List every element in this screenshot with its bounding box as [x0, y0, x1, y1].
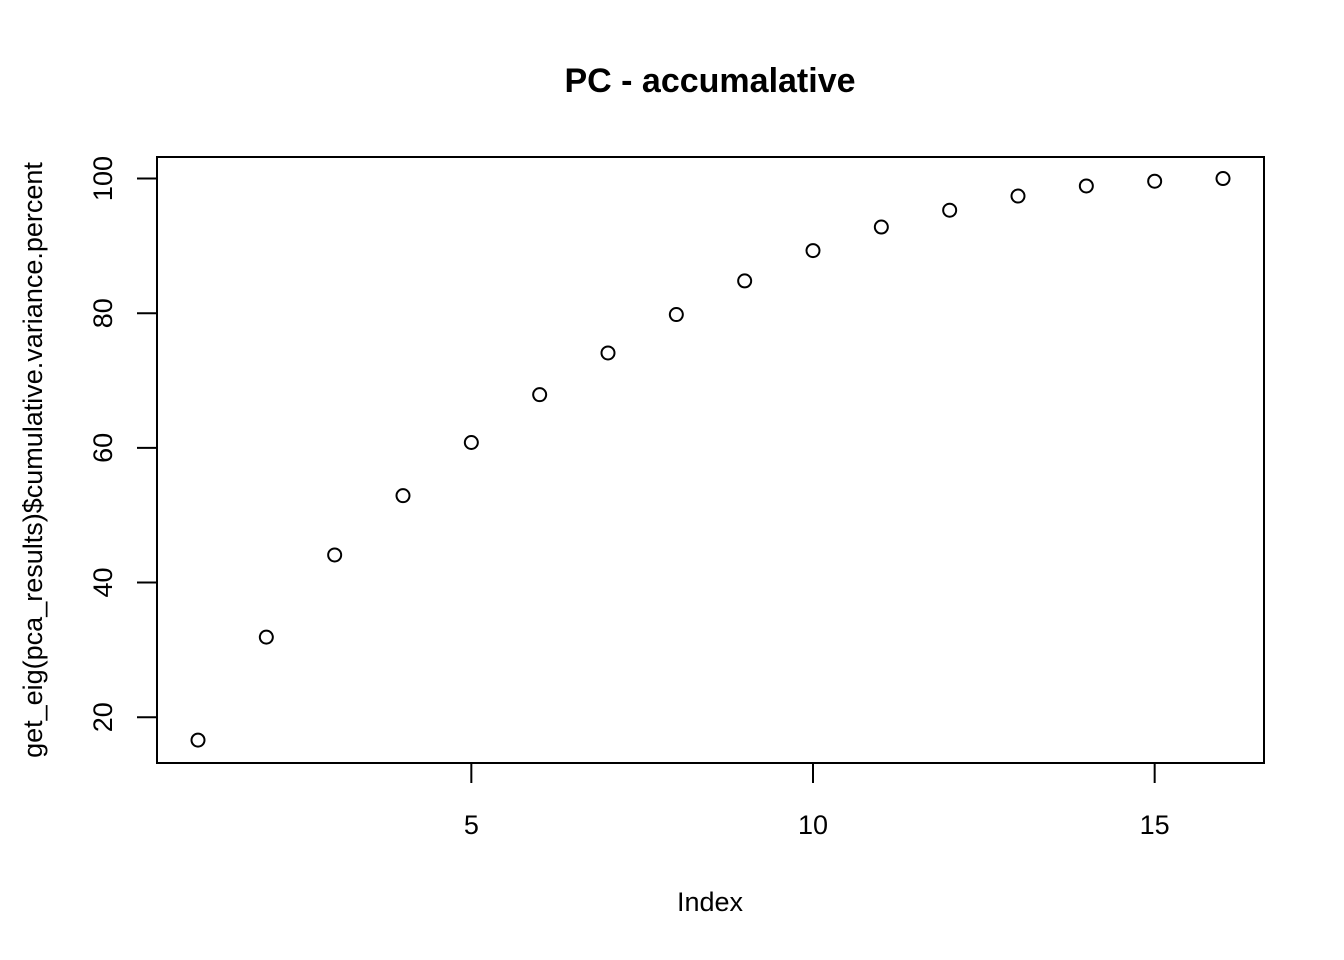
y-tick-label: 20	[88, 702, 118, 732]
data-point	[668, 307, 684, 323]
data-point	[1078, 178, 1094, 194]
data-point	[327, 547, 343, 563]
plot-frame	[156, 156, 1265, 764]
y-tick-label: 100	[88, 156, 118, 201]
data-point	[1215, 171, 1231, 187]
data-point	[942, 202, 958, 218]
data-point	[1010, 188, 1026, 204]
data-point	[190, 732, 206, 748]
data-point	[395, 488, 411, 504]
x-tick-label: 15	[1140, 810, 1170, 840]
y-tick-label: 80	[88, 298, 118, 328]
x-axis: 5 10 15	[464, 762, 1170, 840]
x-axis-label: Index	[677, 887, 744, 917]
data-point	[532, 387, 548, 403]
x-tick-label: 10	[798, 810, 828, 840]
y-axis-label: get_eig(pca_results)$cumulative.variance…	[18, 162, 48, 758]
y-tick-label: 60	[88, 433, 118, 463]
data-point	[600, 345, 616, 361]
chart-title: PC - accumalative	[564, 62, 855, 100]
data-point	[258, 629, 274, 645]
data-point	[1147, 173, 1163, 189]
data-point	[463, 434, 479, 450]
data-point	[873, 219, 889, 235]
x-tick-label: 5	[464, 810, 479, 840]
data-points	[190, 171, 1231, 748]
y-axis: 20 40 60 80 100	[88, 156, 158, 732]
data-point	[805, 243, 821, 259]
data-point	[737, 273, 753, 289]
y-tick-label: 40	[88, 568, 118, 598]
